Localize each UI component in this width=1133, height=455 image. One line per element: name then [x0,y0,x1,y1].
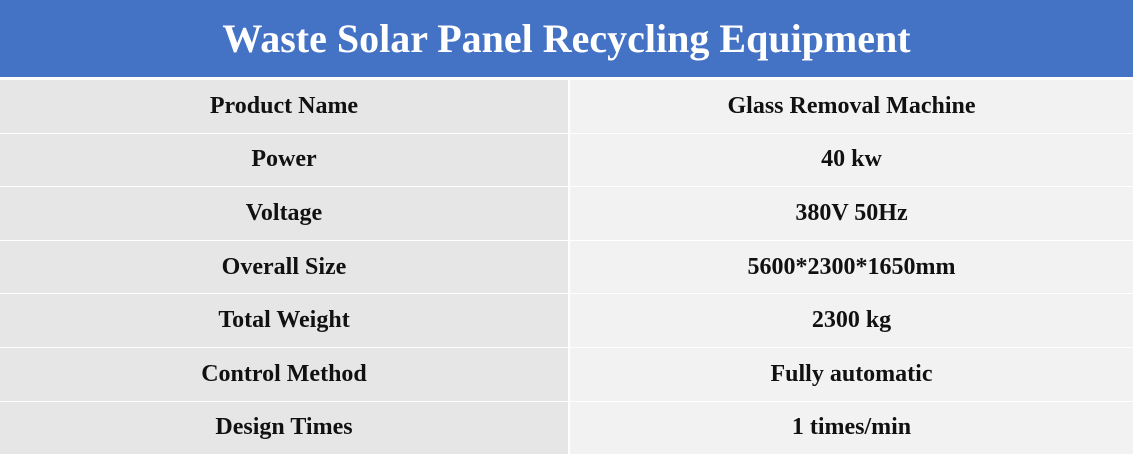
value-cell: 380V 50Hz [569,186,1133,241]
spec-table: Product Name Glass Removal Machine Power 40… [0,80,1133,455]
value-cell: Glass Removal Machine [569,80,1133,134]
value-cell: 2300 kg [569,293,1133,348]
value-cell: Fully automatic [569,347,1133,402]
value-cell: 5600*2300*1650mm [569,240,1133,295]
label-cell: Design Times [0,401,570,455]
label-cell: Overall Size [0,240,570,295]
row: Total Weight 2300 kg [0,293,1133,348]
label-cell: Power [0,133,570,188]
value-cell: 40 kw [569,133,1133,188]
label-cell: Control Method [0,347,570,402]
label-cell: Total Weight [0,293,570,348]
row: Overall Size 5600*2300*1650mm [0,240,1133,295]
value-cell: 1 times/min [569,401,1133,455]
row: Product Name Glass Removal Machine [0,80,1133,134]
row: Design Times 1 times/min [0,401,1133,455]
row: Voltage 380V 50Hz [0,186,1133,241]
label-cell: Voltage [0,186,570,241]
row: Control Method Fully automatic [0,347,1133,402]
row: Power 40 kw [0,133,1133,188]
title: Waste Solar Panel Recycling Equipment [0,0,1133,80]
label-cell: Product Name [0,80,570,134]
